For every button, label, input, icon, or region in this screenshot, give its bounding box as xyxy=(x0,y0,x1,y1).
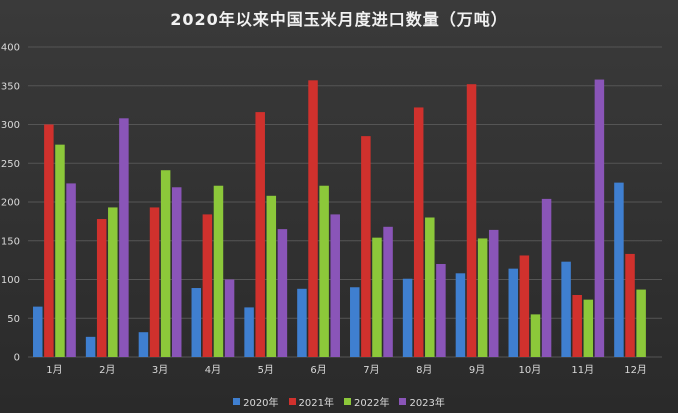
legend-item: 2021年 xyxy=(288,394,334,409)
legend-swatch xyxy=(399,398,407,405)
bar xyxy=(488,229,499,357)
bar xyxy=(614,182,624,357)
y-tick-label: 0 xyxy=(14,353,20,364)
bar xyxy=(308,80,318,357)
legend-label: 2022年 xyxy=(354,398,390,409)
legend-label: 2020年 xyxy=(243,398,279,409)
bar xyxy=(44,124,54,357)
y-tick-label: 100 xyxy=(1,275,20,286)
y-tick-label: 200 xyxy=(1,198,20,209)
chart-title: 2020年以来中国玉米月度进口数量（万吨） xyxy=(170,10,508,29)
bar xyxy=(477,238,488,357)
bar xyxy=(266,195,277,357)
bar xyxy=(572,295,582,357)
legend: 2020年 2021年 2022年 2023年 xyxy=(0,394,678,409)
bar xyxy=(402,278,413,357)
x-tick-label: 8月 xyxy=(416,364,432,376)
bar xyxy=(160,170,171,357)
bar xyxy=(350,287,360,357)
bar xyxy=(277,229,288,357)
bar xyxy=(119,118,129,357)
legend-swatch xyxy=(233,398,241,405)
y-tick-label: 350 xyxy=(1,81,20,92)
bar xyxy=(108,207,118,357)
x-tick-label: 11月 xyxy=(571,364,594,376)
bar xyxy=(96,219,107,357)
bar xyxy=(372,237,382,357)
bar xyxy=(508,268,519,357)
bar xyxy=(319,185,329,357)
bar xyxy=(361,136,371,357)
x-tick-label: 4月 xyxy=(205,364,221,376)
bar xyxy=(594,79,605,358)
bar xyxy=(413,107,424,357)
bar xyxy=(541,198,552,357)
y-tick-label: 50 xyxy=(7,314,20,325)
y-tick-label: 400 xyxy=(1,43,20,54)
x-tick-label: 3月 xyxy=(152,364,168,376)
legend-swatch xyxy=(344,398,351,405)
bar xyxy=(149,207,160,357)
legend-label: 2023年 xyxy=(409,398,445,409)
legend-item: 2020年 xyxy=(233,394,279,409)
x-tick-label: 1月 xyxy=(46,364,62,376)
x-tick-label: 2月 xyxy=(99,364,115,376)
x-tick-label: 5月 xyxy=(258,364,274,376)
bar xyxy=(561,261,571,357)
bar xyxy=(530,314,541,357)
bar xyxy=(583,299,594,357)
x-tick-label: 9月 xyxy=(469,364,485,376)
x-tick-label: 6月 xyxy=(310,364,326,376)
bar xyxy=(297,288,307,357)
bar xyxy=(171,187,182,357)
legend-item: 2023年 xyxy=(399,394,445,409)
bar xyxy=(224,279,235,357)
bar xyxy=(138,332,149,357)
bar xyxy=(330,214,340,357)
legend-item: 2022年 xyxy=(344,394,389,409)
legend-swatch xyxy=(288,398,296,405)
bar xyxy=(202,214,213,357)
bar xyxy=(625,253,635,357)
x-tick-label: 10月 xyxy=(519,364,542,376)
bar xyxy=(85,336,96,357)
bar xyxy=(33,306,43,357)
bar xyxy=(191,288,202,357)
bar xyxy=(213,185,224,357)
y-tick-label: 150 xyxy=(1,236,20,247)
bar xyxy=(55,144,65,357)
bar xyxy=(66,183,76,357)
bar xyxy=(255,112,265,357)
y-tick-label: 300 xyxy=(1,120,20,131)
bar xyxy=(519,255,530,357)
legend-label: 2021年 xyxy=(298,398,334,409)
bar xyxy=(383,226,393,357)
x-tick-label: 7月 xyxy=(363,364,379,376)
bar xyxy=(455,273,466,357)
bar xyxy=(636,289,646,357)
y-tick-label: 250 xyxy=(1,159,20,170)
bar xyxy=(436,264,446,357)
bar xyxy=(466,84,477,357)
x-tick-label: 12月 xyxy=(624,364,647,376)
bar xyxy=(244,307,254,357)
bar xyxy=(425,217,435,357)
